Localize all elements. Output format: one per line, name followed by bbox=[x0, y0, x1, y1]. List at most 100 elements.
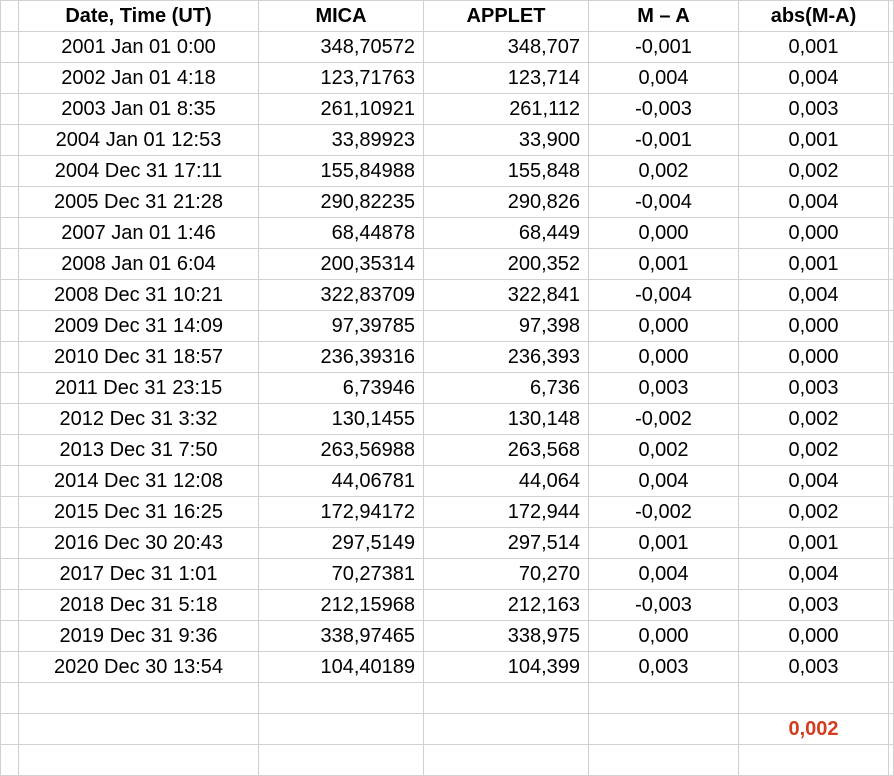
stub-cell[interactable] bbox=[889, 683, 894, 714]
cell-mica[interactable]: 97,39785 bbox=[259, 311, 424, 342]
cell-ma[interactable]: -0,003 bbox=[589, 590, 739, 621]
cell-ma[interactable]: 0,000 bbox=[589, 218, 739, 249]
empty-cell[interactable] bbox=[589, 683, 739, 714]
cell-abs[interactable]: 0,003 bbox=[739, 94, 889, 125]
cell-mica[interactable]: 44,06781 bbox=[259, 466, 424, 497]
cell-applet[interactable]: 348,707 bbox=[424, 32, 589, 63]
cell-date[interactable]: 2011 Dec 31 23:15 bbox=[19, 373, 259, 404]
stub-cell[interactable] bbox=[1, 342, 19, 373]
cell-date[interactable]: 2019 Dec 31 9:36 bbox=[19, 621, 259, 652]
cell-abs[interactable]: 0,000 bbox=[739, 218, 889, 249]
cell-date[interactable]: 2008 Dec 31 10:21 bbox=[19, 280, 259, 311]
cell-applet[interactable]: 33,900 bbox=[424, 125, 589, 156]
cell-abs[interactable]: 0,001 bbox=[739, 528, 889, 559]
cell-abs[interactable]: 0,001 bbox=[739, 32, 889, 63]
cell-abs[interactable]: 0,004 bbox=[739, 187, 889, 218]
stub-cell[interactable] bbox=[889, 590, 894, 621]
stub-cell[interactable] bbox=[1, 435, 19, 466]
stub-cell[interactable] bbox=[889, 435, 894, 466]
stub-cell[interactable] bbox=[1, 652, 19, 683]
cell-applet[interactable]: 130,148 bbox=[424, 404, 589, 435]
cell-date[interactable]: 2018 Dec 31 5:18 bbox=[19, 590, 259, 621]
cell-applet[interactable]: 236,393 bbox=[424, 342, 589, 373]
cell-mica[interactable]: 6,73946 bbox=[259, 373, 424, 404]
stub-cell[interactable] bbox=[1, 311, 19, 342]
cell-abs[interactable]: 0,000 bbox=[739, 342, 889, 373]
empty-cell[interactable] bbox=[424, 745, 589, 776]
cell-ma[interactable]: 0,004 bbox=[589, 559, 739, 590]
cell-mica[interactable]: 297,5149 bbox=[259, 528, 424, 559]
stub-cell[interactable] bbox=[889, 125, 894, 156]
cell-date[interactable]: 2016 Dec 30 20:43 bbox=[19, 528, 259, 559]
col-header-date[interactable]: Date, Time (UT) bbox=[19, 1, 259, 32]
stub-cell[interactable] bbox=[889, 32, 894, 63]
stub-cell[interactable] bbox=[1, 559, 19, 590]
cell-mica[interactable]: 123,71763 bbox=[259, 63, 424, 94]
cell-date[interactable]: 2002 Jan 01 4:18 bbox=[19, 63, 259, 94]
stub-cell[interactable] bbox=[889, 156, 894, 187]
cell-ma[interactable]: 0,003 bbox=[589, 373, 739, 404]
cell-abs[interactable]: 0,004 bbox=[739, 559, 889, 590]
stub-cell[interactable] bbox=[889, 63, 894, 94]
stub-cell[interactable] bbox=[1, 32, 19, 63]
stub-cell[interactable] bbox=[889, 280, 894, 311]
empty-cell[interactable] bbox=[589, 745, 739, 776]
empty-cell[interactable] bbox=[739, 683, 889, 714]
cell-mica[interactable]: 236,39316 bbox=[259, 342, 424, 373]
empty-cell[interactable] bbox=[259, 714, 424, 745]
cell-ma[interactable]: 0,000 bbox=[589, 621, 739, 652]
stub-cell[interactable] bbox=[1, 218, 19, 249]
stub-cell[interactable] bbox=[889, 218, 894, 249]
summary-abs[interactable]: 0,002 bbox=[739, 714, 889, 745]
cell-abs[interactable]: 0,004 bbox=[739, 280, 889, 311]
cell-applet[interactable]: 123,714 bbox=[424, 63, 589, 94]
stub-cell[interactable] bbox=[1, 373, 19, 404]
cell-abs[interactable]: 0,002 bbox=[739, 404, 889, 435]
cell-applet[interactable]: 297,514 bbox=[424, 528, 589, 559]
empty-cell[interactable] bbox=[259, 745, 424, 776]
stub-cell[interactable] bbox=[1, 714, 19, 745]
stub-cell[interactable] bbox=[1, 1, 19, 32]
stub-cell[interactable] bbox=[889, 94, 894, 125]
stub-cell[interactable] bbox=[1, 621, 19, 652]
spreadsheet-table[interactable]: Date, Time (UT) MICA APPLET M – A abs(M-… bbox=[0, 0, 894, 776]
cell-ma[interactable]: -0,001 bbox=[589, 125, 739, 156]
cell-ma[interactable]: -0,002 bbox=[589, 404, 739, 435]
stub-cell[interactable] bbox=[1, 590, 19, 621]
cell-applet[interactable]: 322,841 bbox=[424, 280, 589, 311]
cell-abs[interactable]: 0,001 bbox=[739, 125, 889, 156]
stub-cell[interactable] bbox=[889, 311, 894, 342]
stub-cell[interactable] bbox=[889, 466, 894, 497]
col-header-applet[interactable]: APPLET bbox=[424, 1, 589, 32]
cell-ma[interactable]: 0,000 bbox=[589, 342, 739, 373]
empty-cell[interactable] bbox=[739, 745, 889, 776]
stub-cell[interactable] bbox=[889, 404, 894, 435]
cell-mica[interactable]: 261,10921 bbox=[259, 94, 424, 125]
cell-date[interactable]: 2003 Jan 01 8:35 bbox=[19, 94, 259, 125]
stub-cell[interactable] bbox=[1, 187, 19, 218]
cell-applet[interactable]: 44,064 bbox=[424, 466, 589, 497]
cell-date[interactable]: 2017 Dec 31 1:01 bbox=[19, 559, 259, 590]
stub-cell[interactable] bbox=[1, 404, 19, 435]
cell-abs[interactable]: 0,002 bbox=[739, 156, 889, 187]
empty-cell[interactable] bbox=[19, 714, 259, 745]
cell-ma[interactable]: -0,003 bbox=[589, 94, 739, 125]
col-header-mica[interactable]: MICA bbox=[259, 1, 424, 32]
cell-applet[interactable]: 70,270 bbox=[424, 559, 589, 590]
cell-mica[interactable]: 68,44878 bbox=[259, 218, 424, 249]
cell-mica[interactable]: 33,89923 bbox=[259, 125, 424, 156]
cell-abs[interactable]: 0,004 bbox=[739, 63, 889, 94]
cell-date[interactable]: 2013 Dec 31 7:50 bbox=[19, 435, 259, 466]
cell-applet[interactable]: 261,112 bbox=[424, 94, 589, 125]
cell-abs[interactable]: 0,004 bbox=[739, 466, 889, 497]
cell-abs[interactable]: 0,002 bbox=[739, 497, 889, 528]
col-header-abs[interactable]: abs(M-A) bbox=[739, 1, 889, 32]
cell-applet[interactable]: 104,399 bbox=[424, 652, 589, 683]
cell-date[interactable]: 2005 Dec 31 21:28 bbox=[19, 187, 259, 218]
cell-ma[interactable]: -0,004 bbox=[589, 187, 739, 218]
cell-abs[interactable]: 0,002 bbox=[739, 435, 889, 466]
empty-cell[interactable] bbox=[259, 683, 424, 714]
stub-cell[interactable] bbox=[889, 342, 894, 373]
cell-applet[interactable]: 200,352 bbox=[424, 249, 589, 280]
cell-ma[interactable]: 0,004 bbox=[589, 466, 739, 497]
